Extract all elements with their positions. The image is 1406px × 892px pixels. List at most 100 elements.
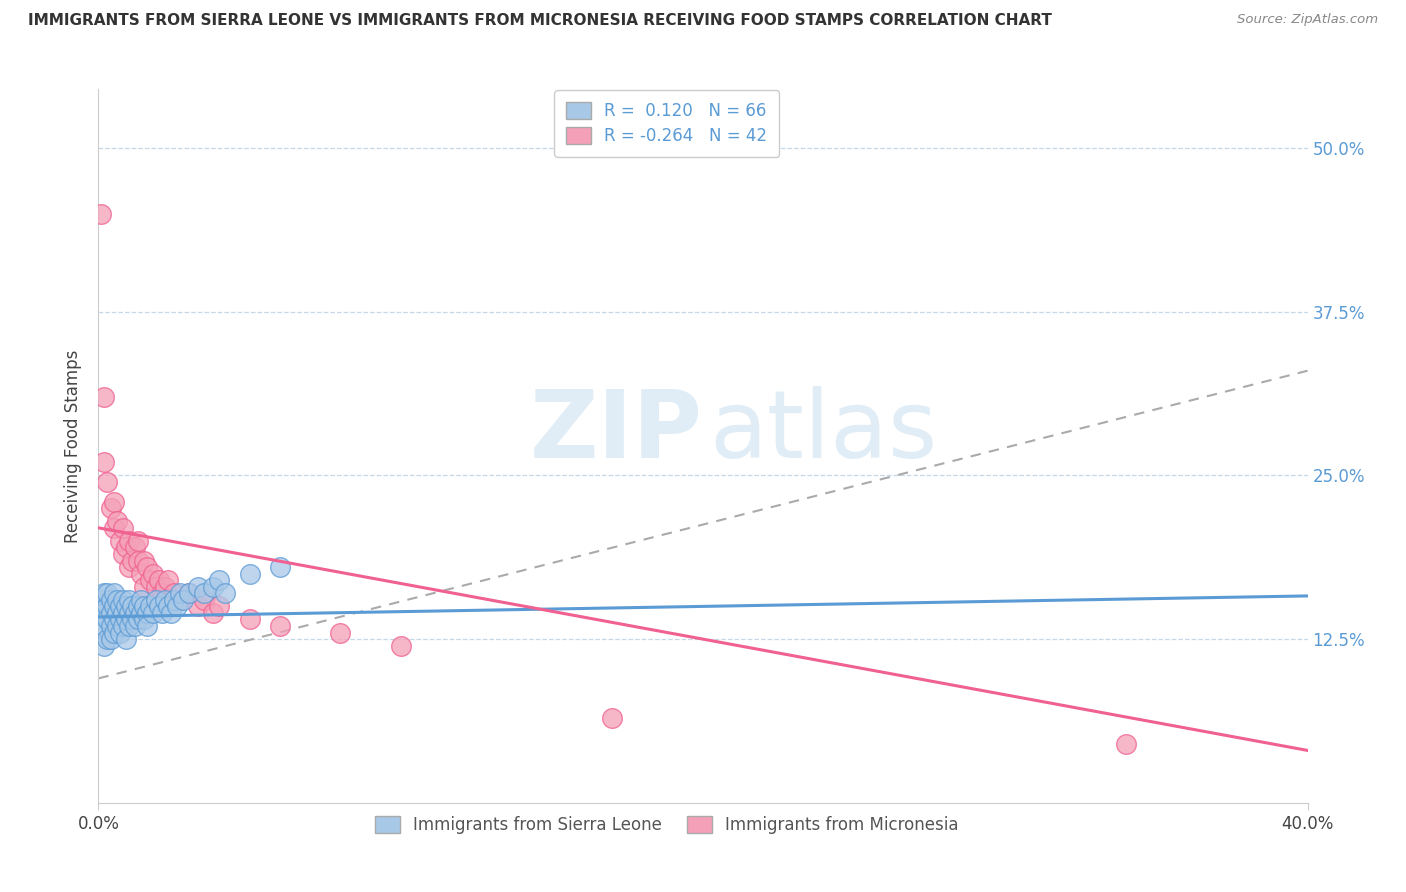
Point <box>169 586 191 600</box>
Point <box>127 599 149 614</box>
Point <box>187 580 209 594</box>
Point <box>105 592 128 607</box>
Point <box>124 619 146 633</box>
Point <box>163 592 186 607</box>
Point <box>208 573 231 587</box>
Point <box>389 639 412 653</box>
Point <box>118 619 141 633</box>
Point <box>135 606 157 620</box>
Point <box>127 612 149 626</box>
Point <box>172 592 194 607</box>
Point <box>108 625 131 640</box>
Point <box>1115 737 1137 751</box>
Point <box>179 586 201 600</box>
Point <box>187 599 209 614</box>
Point <box>103 625 125 640</box>
Point <box>202 580 225 594</box>
Text: IMMIGRANTS FROM SIERRA LEONE VS IMMIGRANTS FROM MICRONESIA RECEIVING FOOD STAMPS: IMMIGRANTS FROM SIERRA LEONE VS IMMIGRAN… <box>28 13 1052 29</box>
Point <box>93 619 115 633</box>
Point <box>129 606 152 620</box>
Point <box>129 566 152 581</box>
Point <box>96 586 118 600</box>
Point <box>166 599 188 614</box>
Point <box>118 560 141 574</box>
Y-axis label: Receiving Food Stamps: Receiving Food Stamps <box>65 350 83 542</box>
Point <box>129 592 152 607</box>
Point <box>114 632 136 647</box>
Point <box>103 494 125 508</box>
Point <box>121 612 143 626</box>
Point <box>193 586 215 600</box>
Point <box>124 541 146 555</box>
Point <box>269 560 291 574</box>
Point <box>127 533 149 548</box>
Point <box>145 580 167 594</box>
Point <box>193 592 215 607</box>
Point <box>135 619 157 633</box>
Point <box>208 599 231 614</box>
Point <box>105 619 128 633</box>
Legend: Immigrants from Sierra Leone, Immigrants from Micronesia: Immigrants from Sierra Leone, Immigrants… <box>368 809 966 841</box>
Point <box>90 612 112 626</box>
Point <box>602 711 624 725</box>
Point <box>329 625 352 640</box>
Point <box>135 560 157 574</box>
Point <box>150 586 173 600</box>
Point <box>179 586 201 600</box>
Point <box>118 592 141 607</box>
Point <box>132 599 155 614</box>
Point <box>114 612 136 626</box>
Point <box>269 619 291 633</box>
Point <box>202 606 225 620</box>
Point <box>103 612 125 626</box>
Text: atlas: atlas <box>709 385 938 478</box>
Point <box>142 606 165 620</box>
Point <box>121 599 143 614</box>
Point <box>148 599 170 614</box>
Point <box>163 586 186 600</box>
Point <box>111 592 134 607</box>
Point <box>100 606 122 620</box>
Point <box>93 586 115 600</box>
Point <box>139 573 162 587</box>
Point <box>100 592 122 607</box>
Point <box>124 606 146 620</box>
Text: ZIP: ZIP <box>530 385 703 478</box>
Text: Source: ZipAtlas.com: Source: ZipAtlas.com <box>1237 13 1378 27</box>
Point <box>111 521 134 535</box>
Point <box>160 606 183 620</box>
Point <box>111 606 134 620</box>
Point <box>121 553 143 567</box>
Point <box>111 619 134 633</box>
Point <box>156 599 179 614</box>
Point <box>100 501 122 516</box>
Point <box>96 612 118 626</box>
Point <box>239 566 262 581</box>
Point <box>90 625 112 640</box>
Point <box>156 573 179 587</box>
Point <box>142 566 165 581</box>
Point <box>114 541 136 555</box>
Point <box>93 606 115 620</box>
Point <box>108 533 131 548</box>
Point <box>108 599 131 614</box>
Point <box>214 586 236 600</box>
Point <box>150 606 173 620</box>
Point <box>153 580 176 594</box>
Point <box>132 580 155 594</box>
Point <box>90 592 112 607</box>
Point <box>93 390 115 404</box>
Point <box>169 592 191 607</box>
Point <box>118 606 141 620</box>
Point <box>145 592 167 607</box>
Point <box>100 632 122 647</box>
Point <box>114 599 136 614</box>
Point <box>93 639 115 653</box>
Point <box>105 514 128 528</box>
Point <box>127 553 149 567</box>
Point <box>96 475 118 489</box>
Point <box>103 586 125 600</box>
Point <box>96 632 118 647</box>
Point <box>132 553 155 567</box>
Point <box>148 573 170 587</box>
